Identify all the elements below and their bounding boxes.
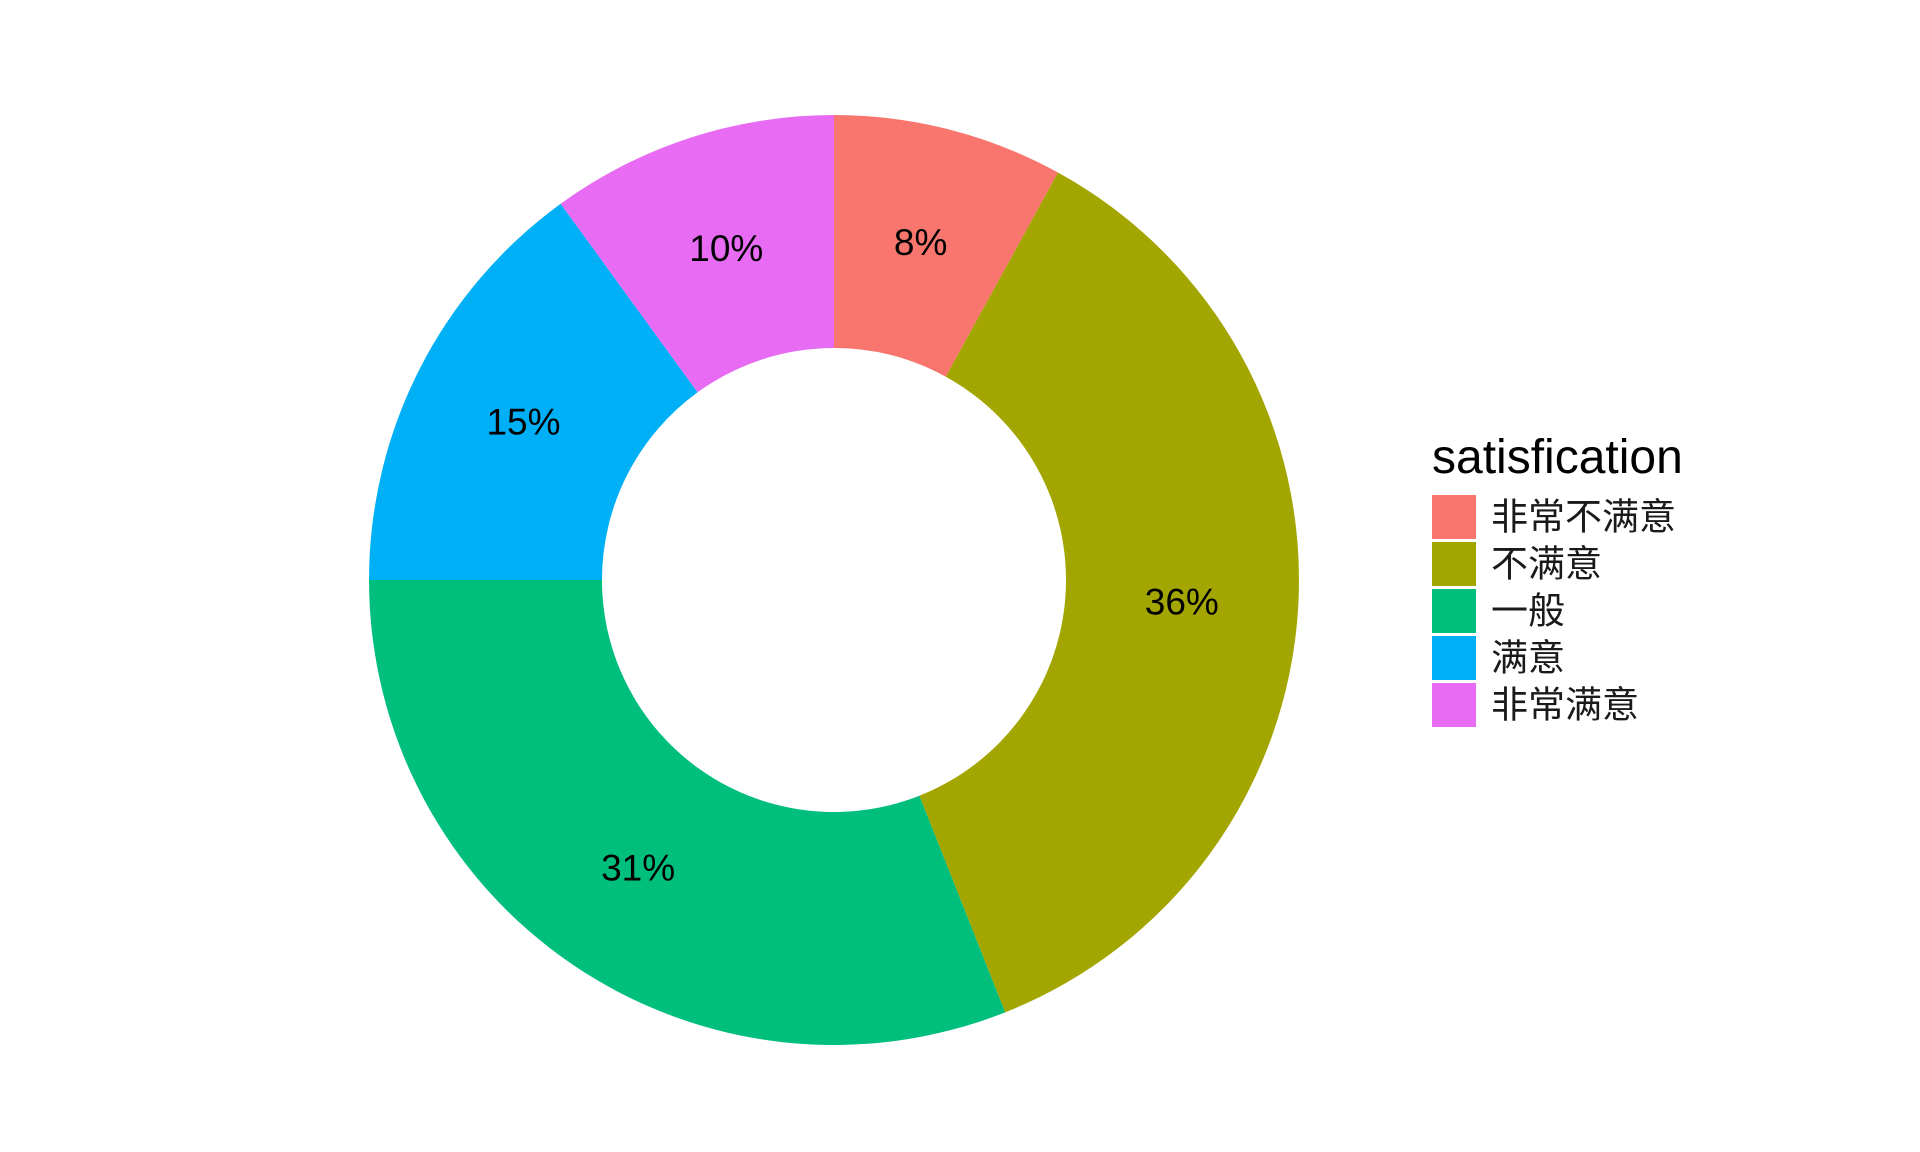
legend-label-4: 满意 [1491, 637, 1565, 680]
slice-label-1: 8% [894, 222, 947, 263]
slice-label-3: 31% [601, 848, 675, 889]
legend-key-5 [1432, 683, 1476, 727]
slice-label-4: 15% [486, 401, 560, 442]
legend-key-3 [1432, 589, 1476, 633]
slice-label-5: 10% [689, 228, 763, 269]
slice-labels: 8% 36% 31% 15% 10% [486, 222, 1218, 889]
slice-1 [834, 115, 1059, 377]
legend-key-4 [1432, 636, 1476, 680]
slice-5 [560, 115, 834, 393]
legend-label-3: 一般 [1491, 590, 1565, 633]
legend-label-2: 不满意 [1491, 543, 1602, 586]
legend-label-1: 非常不满意 [1491, 496, 1676, 539]
slice-label-2: 36% [1145, 581, 1219, 622]
legend-key-1 [1432, 495, 1476, 539]
donut-slices [368, 115, 1300, 1045]
legend-key-2 [1432, 542, 1476, 586]
slice-3 [368, 580, 1006, 1045]
legend-label-5: 非常满意 [1491, 684, 1639, 727]
slice-4 [369, 203, 698, 580]
slice-2 [919, 172, 1300, 1013]
legend-title: satisfication [1432, 431, 1683, 484]
